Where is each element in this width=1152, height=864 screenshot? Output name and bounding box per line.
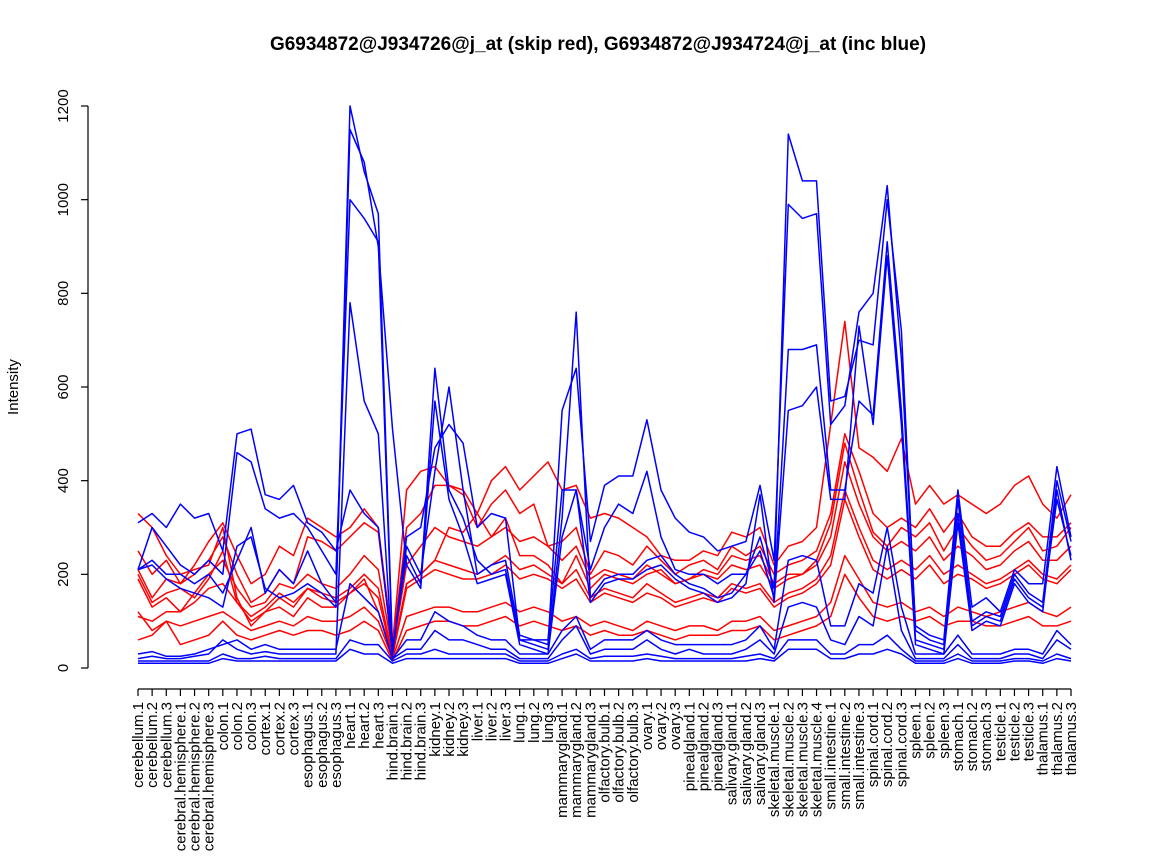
series-line-skip-3 — [137, 320, 1072, 646]
x-tick-label: small.intestine.3 — [851, 702, 868, 810]
x-tick-label: cortex.1 — [257, 702, 274, 755]
x-axis: cerebellum.1cerebellum.2cerebellum.3cere… — [130, 688, 1080, 851]
series-line-inc-15 — [137, 526, 1072, 660]
x-tick-label: olfactory.bulb.3 — [625, 702, 642, 803]
x-tick-label: cerebellum.2 — [144, 702, 161, 788]
x-tick-label: esophagus.1 — [300, 702, 317, 788]
x-tick-label: heart.3 — [370, 702, 387, 749]
x-tick-label: colon.3 — [243, 702, 260, 750]
x-tick-label: mammarygland.1 — [554, 702, 571, 818]
x-tick-label: olfactory.bulb.2 — [611, 702, 628, 803]
x-tick-label: colon.1 — [215, 702, 232, 750]
x-tick-label: cortex.2 — [271, 702, 288, 755]
series-line-inc-10 — [137, 133, 1072, 655]
x-tick-label: cortex.3 — [286, 702, 303, 755]
x-tick-label: spinal.cord.2 — [879, 702, 896, 787]
x-tick-label: testicle.2 — [1006, 702, 1023, 761]
series-line-inc-12 — [137, 128, 1072, 655]
x-tick-label: thalamus.3 — [1063, 702, 1080, 775]
x-tick-label: spleen.1 — [908, 702, 925, 759]
x-tick-label: skeletal.muscle.2 — [780, 702, 797, 817]
x-tick-label: small.intestine.1 — [823, 702, 840, 810]
x-tick-label: esophagus.2 — [314, 702, 331, 788]
x-tick-label: thalamus.2 — [1049, 702, 1066, 775]
x-tick-label: kidney.3 — [455, 702, 472, 757]
x-tick-label: olfactory.bulb.1 — [597, 702, 614, 803]
x-tick-label: spinal.cord.1 — [865, 702, 882, 787]
x-tick-label: skeletal.muscle.1 — [766, 702, 783, 817]
x-tick-label: mammarygland.3 — [582, 702, 599, 818]
x-tick-label: cerebral.hemisphere.2 — [187, 702, 204, 851]
x-tick-label: hind.brain.3 — [413, 702, 430, 780]
x-tick-label: testicle.3 — [1021, 702, 1038, 761]
x-tick-label: cerebellum.1 — [130, 702, 147, 788]
x-tick-label: skeletal.muscle.4 — [809, 702, 826, 817]
y-tick-label: 800 — [55, 281, 72, 306]
y-tick-label: 1200 — [55, 89, 72, 122]
x-tick-label: kidney.2 — [441, 702, 458, 757]
x-tick-label: spleen.3 — [936, 702, 953, 759]
x-tick-label: lung.2 — [526, 702, 543, 743]
x-tick-label: salivary.gland.1 — [724, 702, 741, 805]
plot-area — [137, 105, 1072, 665]
x-tick-label: ovary.3 — [667, 702, 684, 750]
x-tick-label: thalamus.1 — [1035, 702, 1052, 775]
x-tick-label: hind.brain.2 — [399, 702, 416, 780]
x-tick-label: stomach.3 — [978, 702, 995, 771]
x-tick-label: liver.3 — [498, 702, 515, 741]
x-tick-label: spleen.2 — [922, 702, 939, 759]
x-tick-label: testicle.1 — [992, 702, 1009, 761]
x-tick-label: heart.1 — [342, 702, 359, 749]
x-tick-label: esophagus.3 — [328, 702, 345, 788]
x-tick-label: pinealgland.3 — [710, 702, 727, 791]
series-line-skip-8 — [137, 498, 1072, 658]
series-line-inc-16 — [138, 634, 1072, 662]
x-tick-label: cerebral.hemisphere.1 — [172, 702, 189, 851]
series-line-skip-6 — [137, 573, 1072, 662]
y-axis: 0 200 400 600 800 1000 1200 — [55, 89, 89, 672]
x-tick-label: salivary.gland.3 — [752, 702, 769, 805]
x-tick-label: ovary.2 — [653, 702, 670, 750]
series-line-skip-7 — [137, 489, 1072, 658]
x-tick-label: stomach.1 — [950, 702, 967, 771]
y-tick-label: 200 — [55, 562, 72, 587]
x-tick-label: cerebellum.3 — [158, 702, 175, 788]
x-tick-label: liver.2 — [483, 702, 500, 741]
x-tick-label: pinealgland.1 — [681, 702, 698, 791]
x-tick-label: colon.2 — [229, 702, 246, 750]
x-tick-label: cerebral.hemisphere.3 — [201, 702, 218, 851]
x-tick-label: stomach.2 — [964, 702, 981, 771]
y-tick-label: 1000 — [55, 183, 72, 216]
x-tick-label: pinealgland.2 — [695, 702, 712, 791]
y-tick-label: 0 — [55, 664, 72, 672]
x-tick-label: skeletal.muscle.3 — [794, 702, 811, 817]
x-tick-label: mammarygland.2 — [568, 702, 585, 818]
x-tick-label: heart.2 — [356, 702, 373, 749]
x-tick-label: kidney.1 — [427, 702, 444, 757]
series-line-inc-13 — [137, 301, 1072, 660]
x-tick-label: spinal.cord.3 — [893, 702, 910, 787]
chart-title: G6934872@J934726@j_at (skip red), G69348… — [270, 34, 926, 55]
series-line-inc-14 — [138, 648, 1072, 665]
series-line-skip-4 — [137, 461, 1072, 653]
x-tick-label: hind.brain.1 — [384, 702, 401, 780]
y-axis-label: Intensity — [5, 359, 22, 415]
x-tick-label: liver.1 — [469, 702, 486, 741]
y-tick-label: 400 — [55, 468, 72, 493]
y-tick-label: 600 — [55, 374, 72, 399]
x-tick-label: ovary.1 — [639, 702, 656, 750]
x-tick-label: salivary.gland.2 — [738, 702, 755, 805]
x-tick-label: small.intestine.2 — [837, 702, 854, 810]
x-tick-label: lung.1 — [512, 702, 529, 743]
x-tick-label: lung.3 — [540, 702, 557, 743]
series-line-skip-1 — [137, 442, 1072, 655]
